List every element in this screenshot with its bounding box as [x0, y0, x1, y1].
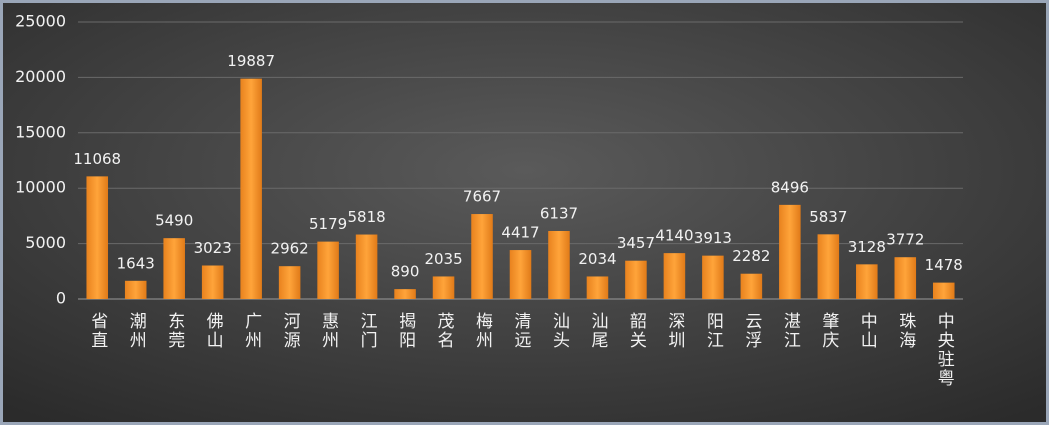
bar [240, 78, 262, 299]
x-tick-label: 广州 [241, 312, 261, 350]
x-tick-label: 肇庆 [818, 312, 839, 350]
x-tick-label: 云浮 [741, 312, 762, 350]
x-tick-label: 中央驻粤 [934, 312, 955, 388]
data-label: 1478 [925, 256, 963, 274]
x-tick-label: 河源 [280, 312, 301, 350]
x-tick-label: 珠海 [895, 312, 916, 350]
x-tick-label: 中山 [857, 312, 877, 350]
data-label: 7667 [463, 188, 501, 206]
x-tick-label: 梅州 [472, 312, 493, 350]
bar [932, 282, 955, 299]
data-label: 11068 [73, 150, 121, 168]
x-tick-label: 惠州 [318, 312, 339, 350]
x-tick-label: 深圳 [664, 312, 685, 350]
x-tick-label: 清远 [511, 312, 532, 350]
bar [471, 214, 493, 299]
data-label: 5490 [155, 212, 193, 230]
bar [394, 289, 416, 299]
data-label: 890 [391, 263, 420, 281]
bar [201, 265, 224, 299]
x-tick-label: 佛山 [203, 312, 224, 350]
bar [779, 204, 801, 299]
y-tick-label: 5000 [25, 233, 66, 252]
data-label: 2962 [271, 240, 309, 258]
bar [317, 241, 339, 299]
data-label: 1643 [117, 254, 155, 272]
bar [856, 264, 878, 299]
y-tick-label: 20000 [15, 67, 66, 86]
y-tick-label: 0 [56, 289, 66, 308]
bar [278, 266, 301, 299]
bar [509, 250, 532, 299]
bar [548, 231, 570, 299]
x-tick-label: 汕尾 [587, 312, 608, 350]
data-label: 5179 [309, 215, 347, 233]
data-label: 3772 [886, 231, 924, 249]
bar [663, 253, 686, 299]
x-tick-label: 阳江 [703, 312, 724, 350]
data-label: 19887 [227, 52, 275, 70]
x-tick-label: 茂名 [434, 312, 455, 350]
data-label: 6137 [540, 205, 578, 223]
data-label: 5818 [347, 208, 385, 226]
x-tick-label: 揭阳 [395, 312, 416, 350]
x-tick-label: 湛江 [780, 312, 801, 350]
data-label: 5837 [809, 208, 847, 226]
x-tick-label: 汕头 [549, 312, 570, 350]
x-tick-label: 潮州 [126, 312, 147, 350]
data-label: 4140 [655, 227, 693, 245]
x-tick-label: 省直 [87, 312, 108, 350]
x-tick-label: 东莞 [164, 312, 185, 350]
data-label: 3023 [194, 239, 232, 257]
data-label: 4417 [501, 224, 539, 242]
bar [355, 234, 378, 299]
x-tick-label: 韶关 [626, 312, 647, 350]
bar [817, 234, 840, 299]
bar [586, 276, 609, 299]
bar [163, 238, 185, 299]
plot-area: 0 5000 10000 15000 20000 25000 省直 11068 潮州 1643 东莞… [15, 12, 963, 388]
y-tick-label: 25000 [15, 12, 66, 31]
data-label: 8496 [771, 178, 809, 196]
y-tick-label: 10000 [15, 178, 66, 197]
bar [894, 257, 917, 299]
bar [625, 260, 647, 299]
data-label: 2034 [578, 250, 616, 268]
data-label: 2282 [732, 247, 770, 265]
data-label: 3457 [617, 234, 655, 252]
x-tick-label: 江门 [357, 312, 378, 350]
bar [702, 255, 724, 299]
bar [124, 280, 147, 299]
data-label: 3913 [694, 229, 732, 247]
bar [86, 176, 109, 299]
data-label: 3128 [848, 238, 886, 256]
bar [740, 273, 763, 299]
bar [432, 276, 455, 299]
data-label: 2035 [424, 250, 462, 268]
y-tick-label: 15000 [15, 122, 66, 141]
